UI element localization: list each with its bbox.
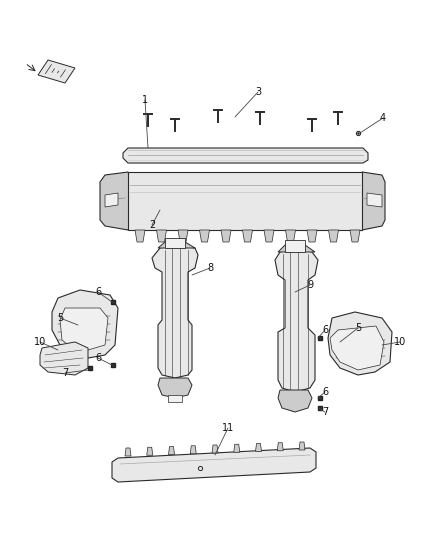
Polygon shape <box>328 230 339 242</box>
Polygon shape <box>158 242 195 248</box>
Polygon shape <box>52 290 118 358</box>
Polygon shape <box>255 443 261 451</box>
Text: 8: 8 <box>207 263 213 273</box>
Polygon shape <box>165 238 185 248</box>
Polygon shape <box>128 172 362 230</box>
Polygon shape <box>158 378 192 398</box>
Text: 5: 5 <box>355 323 361 333</box>
Polygon shape <box>100 172 130 230</box>
Text: 7: 7 <box>322 407 328 417</box>
Text: 6: 6 <box>322 325 328 335</box>
Text: 10: 10 <box>34 337 46 347</box>
Polygon shape <box>123 148 368 163</box>
Polygon shape <box>60 308 108 350</box>
Polygon shape <box>112 448 316 482</box>
Polygon shape <box>299 442 305 450</box>
Polygon shape <box>156 230 166 242</box>
Polygon shape <box>135 230 145 242</box>
Text: 10: 10 <box>394 337 406 347</box>
Polygon shape <box>212 445 218 453</box>
Polygon shape <box>190 446 196 454</box>
Polygon shape <box>178 230 188 242</box>
Polygon shape <box>285 240 305 252</box>
Text: 2: 2 <box>149 220 155 230</box>
Polygon shape <box>234 444 240 452</box>
Polygon shape <box>243 230 252 242</box>
Polygon shape <box>350 230 360 242</box>
Polygon shape <box>221 230 231 242</box>
Text: 6: 6 <box>322 387 328 397</box>
Text: 5: 5 <box>57 313 63 323</box>
Polygon shape <box>286 230 296 242</box>
Polygon shape <box>199 230 209 242</box>
Polygon shape <box>278 390 312 412</box>
Polygon shape <box>278 245 315 252</box>
Polygon shape <box>330 326 384 370</box>
Text: 6: 6 <box>95 287 101 297</box>
Polygon shape <box>264 230 274 242</box>
Polygon shape <box>277 443 283 451</box>
Text: 1: 1 <box>142 95 148 105</box>
Polygon shape <box>360 172 385 230</box>
Polygon shape <box>307 230 317 242</box>
Text: 6: 6 <box>95 353 101 363</box>
Polygon shape <box>367 193 382 207</box>
Text: 11: 11 <box>222 423 234 433</box>
Polygon shape <box>169 447 174 455</box>
Polygon shape <box>40 342 88 375</box>
Text: 3: 3 <box>255 87 261 97</box>
Polygon shape <box>275 248 318 392</box>
Text: 7: 7 <box>62 368 68 378</box>
Polygon shape <box>147 447 153 455</box>
Polygon shape <box>328 312 392 375</box>
Polygon shape <box>38 60 75 83</box>
Polygon shape <box>152 245 198 378</box>
Polygon shape <box>125 448 131 456</box>
Polygon shape <box>168 395 182 402</box>
Polygon shape <box>105 193 118 207</box>
Text: 4: 4 <box>380 113 386 123</box>
Text: 9: 9 <box>307 280 313 290</box>
